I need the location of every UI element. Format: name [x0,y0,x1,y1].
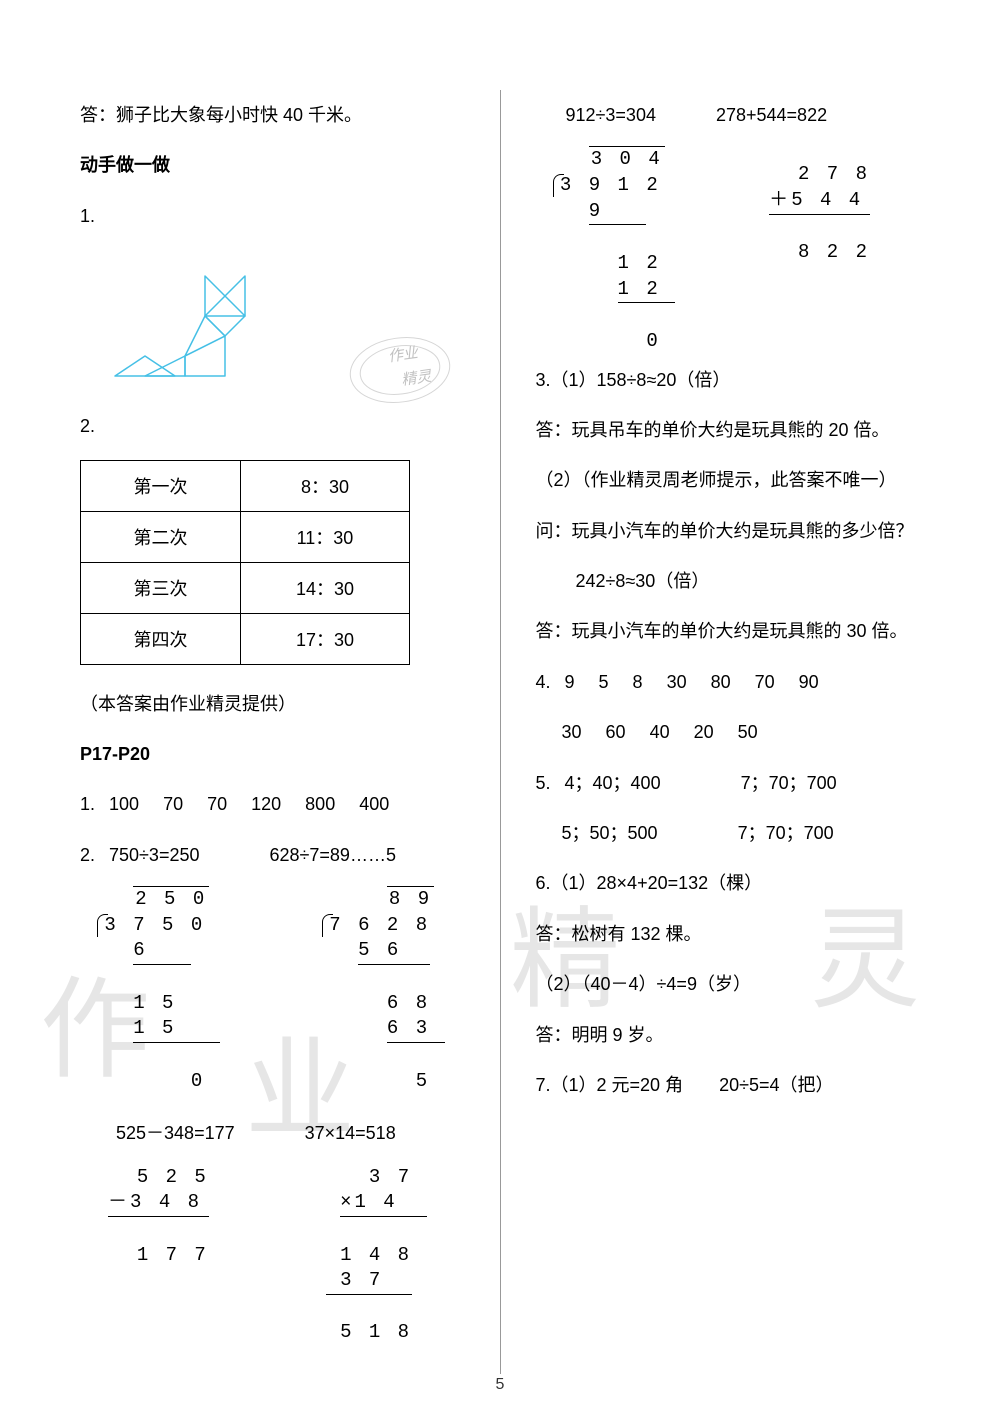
left-column: 答：狮子比大象每小时快 40 千米。 动手做一做 1. 作业 精灵 2. 第一次… [80,90,465,1374]
column-divider [500,90,501,1374]
vertical-multiplication: 3 7 ×1 4 1 4 8 3 7 5 1 8 [326,1165,427,1346]
table-row: 第四次17：30 [81,613,410,664]
svg-text:精灵: 精灵 [400,368,433,389]
long-division: 3 0 4 3 9 1 2 9 1 2 1 2 0 [546,146,676,354]
long-division: 8 9 7 6 2 8 5 6 6 8 6 3 5 [315,886,445,1094]
page-number: 5 [0,1376,1000,1394]
question-text: 6.（1）28×4+20=132（棵） [536,858,921,908]
equation-row: 912÷3=304 278+544=822 [536,90,921,140]
answer-text: 答：明明 9 岁。 [536,1010,921,1060]
table-row: 第三次14：30 [81,562,410,613]
question-text: 3.（1）158÷8≈20（倍） [536,355,921,405]
answer-text: 答：玩具吊车的单价大约是玩具熊的 20 倍。 [536,405,921,455]
stamp-icon: 作业 精灵 [339,323,459,418]
answer-text: 答：玩具小汽车的单价大约是玩具熊的 30 倍。 [536,606,921,656]
question-label: 1. [80,191,465,241]
long-division: 2 5 0 3 7 5 0 6 1 5 1 5 0 [90,886,220,1094]
vertical-subtraction: 5 2 5 －3 4 8 1 7 7 [108,1165,209,1346]
question-text: （2）（40－4）÷4=9（岁） [536,959,921,1009]
answer-row: 5；50；500 7；70；700 [536,808,921,858]
question-text: 问：玩具小汽车的单价大约是玩具熊的多少倍？ [536,506,921,556]
table-row: 第二次11：30 [81,511,410,562]
table-row: 第一次8：30 [81,460,410,511]
answer-row: 1. 10070 70120 800400 [80,779,465,829]
schedule-table: 第一次8：30第二次11：30第三次14：30第四次17：30 [80,460,410,665]
answer-text: 答：狮子比大象每小时快 40 千米。 [80,90,465,140]
answer-row: 4. 95 830 8070 90 [536,657,921,707]
answer-row: 3060 4020 50 [536,707,921,757]
vertical-addition: 2 7 8 ＋5 4 4 8 2 2 [769,162,870,354]
answer-text: 答：松树有 132 棵。 [536,909,921,959]
right-column: 912÷3=304 278+544=822 3 0 4 3 9 1 2 9 1 … [536,90,921,1374]
credit-text: （本答案由作业精灵提供） [80,679,465,729]
question-text: （2）（作业精灵周老师提示，此答案不唯一） [536,455,921,505]
question-text: 7.（1）2 元=20 角 20÷5=4（把） [536,1060,921,1110]
question-label: 2. 750÷3=250 628÷7=89……5 [80,830,465,880]
equation-row: 525－348=177 37×14=518 [80,1108,465,1158]
answer-row: 5. 4；40；400 7；70；700 [536,758,921,808]
section-heading: 动手做一做 [80,140,465,190]
section-heading: P17-P20 [80,729,465,779]
equation-text: 242÷8≈30（倍） [536,556,921,606]
